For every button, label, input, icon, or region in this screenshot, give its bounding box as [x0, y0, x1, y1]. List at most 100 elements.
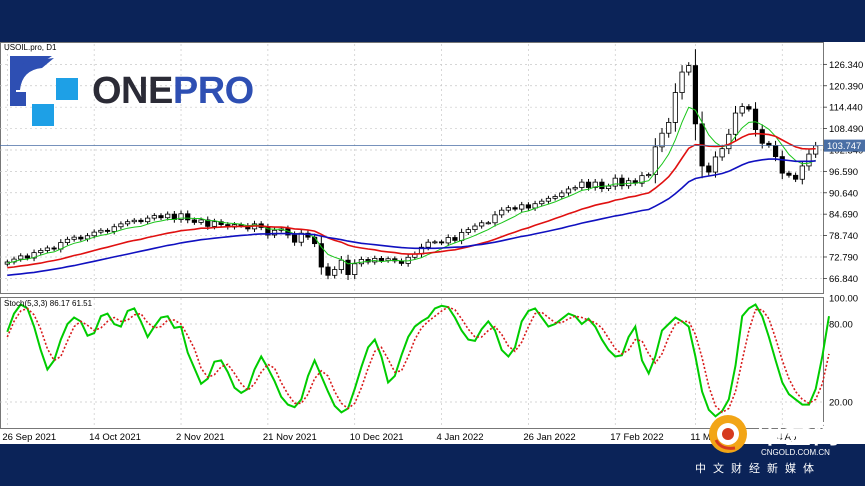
stoch-tick-label: 20.00 [829, 398, 853, 409]
candle-body [559, 192, 565, 197]
candle-body [813, 145, 819, 155]
cngold-logo-icon [709, 415, 747, 453]
candle-body [158, 215, 164, 219]
moving-average-layer [7, 106, 816, 277]
moving-average-fast [7, 106, 816, 265]
candle-body [672, 92, 678, 123]
y-tick-label: 126.340 [829, 60, 863, 71]
candle-body [539, 200, 545, 205]
onepro-wordmark: ONEPRO [92, 70, 254, 113]
candle-body [118, 223, 124, 228]
candle-body [352, 263, 358, 275]
x-tick-label: 4 Jan 2022 [437, 432, 484, 443]
x-tick-label: 14 Oct 2021 [89, 432, 141, 443]
stoch-tick-label: 100.00 [829, 294, 858, 305]
stochastic-layer [6, 303, 830, 418]
candle-body [38, 250, 44, 254]
logo-text-pro: PRO [172, 70, 254, 112]
candle-body [592, 181, 598, 188]
y-tick-label: 90.640 [829, 188, 858, 199]
symbol-label: USOIL.pro, D1 [4, 43, 57, 52]
candle-body [572, 187, 578, 190]
chart-canvas[interactable]: 26 Sep 2021 14 Oct 2021 2 Nov 2021 21 Nov 2… [0, 42, 865, 444]
candle-body [104, 229, 111, 232]
moving-average-mid [7, 132, 816, 269]
candle-body [525, 204, 532, 209]
candle-body [111, 226, 117, 232]
moving-average-slow [7, 158, 816, 277]
x-tick-label: 2 Nov 2021 [176, 432, 225, 443]
candle-body [291, 234, 298, 243]
candle-body [64, 238, 71, 243]
candle-body [485, 222, 491, 225]
candle-body [338, 259, 344, 270]
current-price-label: 103.747 [827, 141, 861, 152]
candle-body [552, 196, 558, 199]
candle-body [198, 219, 204, 223]
candle-body [752, 108, 759, 131]
candle-body [345, 259, 351, 275]
candle-body [646, 174, 652, 177]
candle-body [432, 241, 438, 244]
candle-body [78, 236, 84, 240]
candle-body [91, 231, 97, 237]
y-tick-label: 66.840 [829, 274, 858, 285]
candle-body [732, 112, 739, 135]
cngold-watermark: 中金网 CNGOLD.COM.CN 中文财经新媒体 [695, 414, 855, 482]
candle-body [332, 269, 338, 276]
candle-body [124, 221, 131, 225]
candle-body [585, 181, 592, 188]
candle-body [51, 247, 57, 250]
candle-body [512, 207, 518, 210]
x-tick-label: 26 Jan 2022 [523, 432, 575, 443]
candle-body [145, 217, 151, 223]
candle-body [151, 215, 157, 219]
y-tick-label: 108.490 [829, 124, 863, 135]
candle-body [519, 204, 525, 210]
y-tick-label: 84.690 [829, 210, 858, 221]
current-price-tag [824, 139, 865, 152]
candle-body [639, 175, 645, 184]
candle-body [452, 237, 458, 241]
candle-body [165, 213, 171, 219]
candle-body [98, 229, 104, 233]
candle-body [178, 213, 184, 220]
candle-body [312, 236, 318, 245]
candle-body [318, 243, 324, 268]
candle-body [726, 133, 732, 150]
candle-body [565, 188, 572, 194]
candle-body [739, 106, 745, 114]
candle-body [793, 174, 799, 180]
candle-body [579, 181, 585, 188]
candle-body [772, 145, 779, 157]
candle-body [378, 257, 385, 261]
candle-body [205, 219, 211, 227]
candle-body [759, 129, 765, 144]
stoch-main-line [6, 303, 830, 418]
candle-body [605, 185, 612, 190]
candle-body [719, 148, 725, 158]
top-banner [0, 0, 865, 42]
candle-body [472, 225, 478, 231]
main-panel-frame [0, 42, 824, 294]
candle-body [505, 207, 511, 211]
candle-body [746, 106, 752, 110]
logo-text-one: ONE [92, 70, 173, 112]
chart-window[interactable]: 26 Sep 2021 14 Oct 2021 2 Nov 2021 21 Nov 2… [0, 42, 865, 444]
x-tick-label: 21 Nov 2021 [263, 432, 317, 443]
candle-body [679, 71, 685, 93]
candle-body [325, 266, 331, 276]
candle-body [599, 181, 605, 190]
candle-body [766, 142, 772, 146]
grid-layer [0, 42, 824, 429]
candle-body [492, 214, 498, 224]
onepro-logo [6, 52, 266, 132]
x-tick-label: 17 Feb 2022 [610, 432, 663, 443]
y-tick-label: 96.590 [829, 167, 858, 178]
axes-layer: 26 Sep 2021 14 Oct 2021 2 Nov 2021 21 Nov 2… [0, 60, 865, 443]
candle-body [138, 219, 144, 223]
candle-body [18, 255, 24, 260]
candle-body [31, 252, 37, 259]
candle-body [459, 232, 465, 241]
candle-body [445, 237, 451, 244]
